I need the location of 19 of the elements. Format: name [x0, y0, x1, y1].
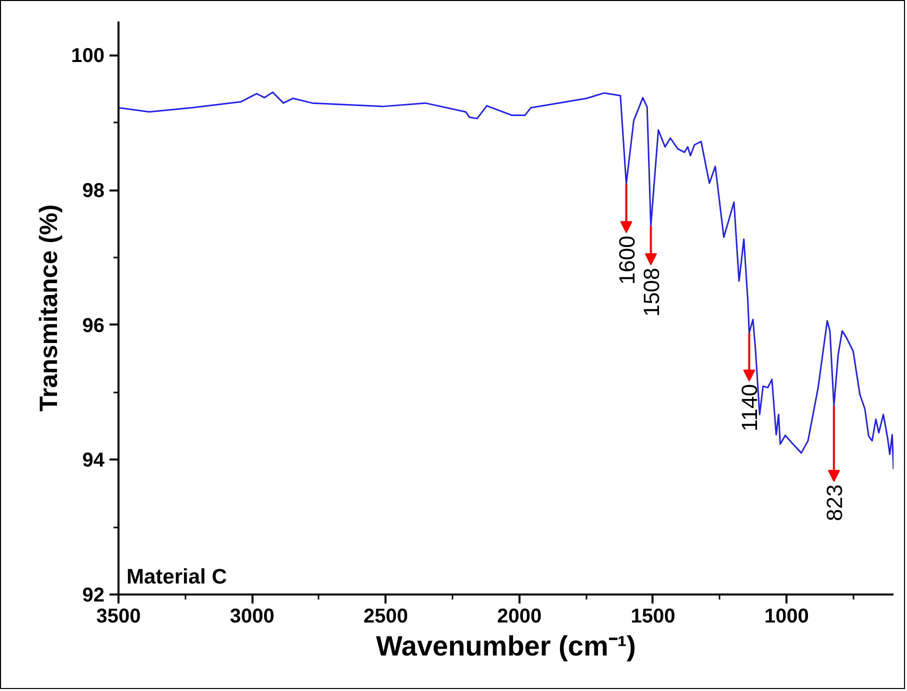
annotation: 1140 [737, 384, 762, 432]
annotation: 823 [822, 484, 847, 522]
x-tick-label: 3000 [230, 606, 274, 628]
x-tick-label: 3500 [96, 606, 141, 628]
x-tick-label: 1000 [764, 606, 809, 628]
line-series [118, 92, 894, 470]
annotation: Material C [126, 566, 227, 588]
x-tick-label: 2000 [497, 606, 542, 628]
y-tick-label: 96 [82, 314, 105, 337]
x-axis-title: Wavenumber (cm⁻¹) [376, 630, 636, 662]
y-tick-label: 94 [82, 450, 106, 472]
y-axis-title: Transmitance (%) [35, 204, 64, 412]
x-tick-label: 2500 [363, 606, 408, 628]
annotation: 1508 [638, 268, 664, 317]
y-tick-label: 100 [71, 45, 105, 68]
y-tick-label: 92 [82, 584, 105, 606]
annotation: 1600 [614, 236, 640, 285]
y-tick-label: 98 [82, 180, 105, 202]
x-tick-label: 1500 [630, 606, 676, 628]
